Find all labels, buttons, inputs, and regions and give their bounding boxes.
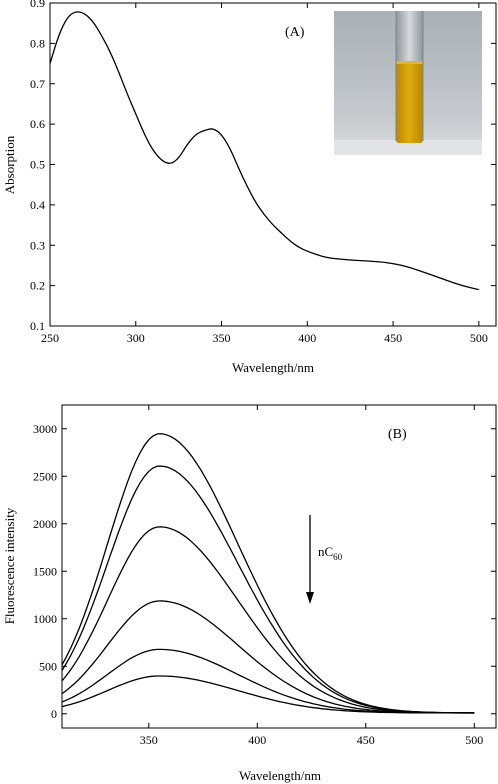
y-axis-label: Absorption: [2, 135, 17, 194]
plot-frame: [61, 404, 497, 729]
x-tick-label: 500: [470, 331, 488, 345]
x-tick-label: 450: [357, 733, 375, 747]
x-tick-label: 400: [248, 733, 266, 747]
panel-label-a: (A): [285, 25, 305, 40]
annotation-nc60: nC60: [318, 544, 343, 562]
fluorescence-curve-2: [61, 465, 475, 714]
x-tick-label: 400: [298, 331, 316, 345]
y-tick-label: 0.2: [30, 279, 45, 293]
y-tick-label: 0.8: [30, 36, 45, 50]
y-tick-label: 1000: [33, 612, 57, 626]
y-axis-label: Fluorescence intensity: [2, 507, 17, 624]
tick-marks: [62, 405, 496, 728]
fluorescence-curve-6: [61, 675, 475, 714]
y-tick-label: 1500: [33, 564, 57, 578]
x-axis-label: Wavelength/nm: [239, 768, 321, 783]
y-tick-label: 2500: [33, 469, 57, 483]
y-tick-labels: 0.1 0.2 0.3 0.4 0.5 0.6 0.7 0.8 0.9: [30, 0, 45, 333]
y-tick-label: 0.5: [30, 158, 45, 172]
y-tick-label: 0.7: [30, 77, 45, 91]
absorption-curve: [49, 11, 480, 291]
y-tick-label: 0.6: [30, 117, 45, 131]
test-tube-photo: [334, 11, 482, 155]
y-tick-label: 0.9: [30, 0, 45, 10]
x-tick-label: 500: [465, 733, 483, 747]
x-tick-label: 350: [140, 733, 158, 747]
x-tick-label: 450: [384, 331, 402, 345]
y-tick-label: 0.3: [30, 238, 45, 252]
quench-arrow: [306, 515, 314, 604]
absorption-chart: 250 300 350 400 450 500 0.1 0.2 0.3 0.4 0.5 0.6 0.7…: [2, 0, 497, 375]
tick-marks: [49, 2, 496, 327]
fluorescence-curves: [61, 433, 475, 714]
y-tick-label: 2000: [33, 517, 57, 531]
y-tick-label: 0.4: [30, 198, 45, 212]
x-tick-label: 350: [213, 331, 231, 345]
y-tick-labels: 0 500 1000 1500 2000 2500 3000: [33, 422, 57, 721]
x-axis-label: Wavelength/nm: [232, 360, 314, 375]
x-tick-label: 300: [127, 331, 145, 345]
y-tick-label: 0: [51, 707, 57, 721]
y-tick-label: 3000: [33, 422, 57, 436]
panel-label-b: (B): [388, 427, 407, 442]
x-tick-labels: 250 300 350 400 450 500: [41, 331, 488, 345]
fluorescence-chart: 350 400 450 500 0 500 1000 1500 2000 2500 3000 (B…: [2, 404, 497, 783]
y-tick-label: 0.1: [30, 319, 45, 333]
fluorescence-curve-5: [61, 648, 475, 714]
y-tick-label: 500: [39, 659, 57, 673]
x-tick-label: 250: [41, 331, 59, 345]
x-tick-labels: 350 400 450 500: [140, 733, 483, 747]
